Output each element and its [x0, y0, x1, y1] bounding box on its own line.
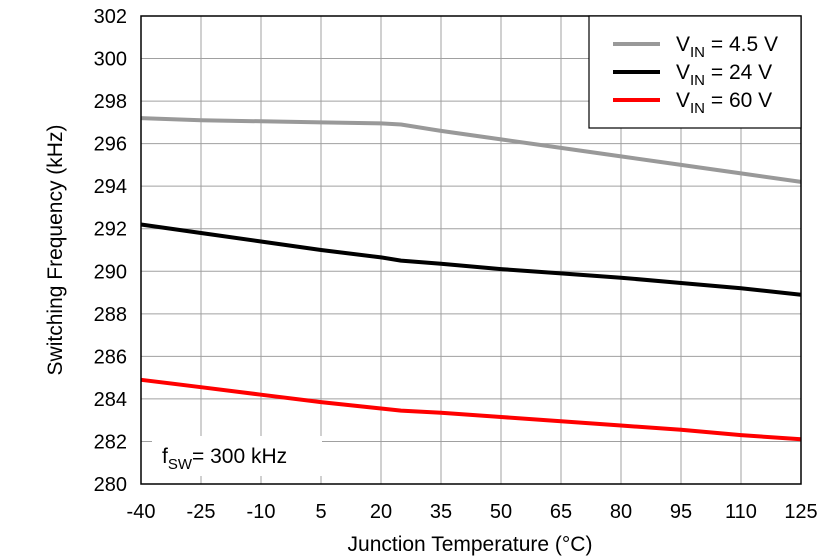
y-tick-label: 294 [94, 176, 127, 198]
x-tick-label: 110 [725, 501, 757, 523]
series-line-1 [140, 116, 802, 184]
x-tick-label: -10 [247, 501, 276, 523]
annotation-sub: SW [168, 456, 193, 473]
x-tick-labels: -40 -25 -10 5 20 35 50 65 80 95 110 125 [127, 501, 818, 523]
legend-label-1: VIN = 4.5 V [676, 33, 778, 61]
x-tick-label: 50 [490, 501, 512, 523]
x-tick-label: 20 [370, 501, 392, 523]
y-tick-label: 280 [94, 474, 127, 496]
y-axis-label: Switching Frequency (kHz) [44, 125, 67, 376]
y-tick-label: 290 [94, 261, 127, 283]
x-tick-label: -40 [127, 501, 156, 523]
annotation-background [152, 436, 322, 476]
annotation-main: f [162, 445, 168, 468]
y-tick-label: 292 [94, 219, 127, 241]
x-tick-label: 95 [670, 501, 692, 523]
x-tick-label: 80 [610, 501, 632, 523]
y-tick-label: 300 [94, 49, 127, 71]
series-line-3 [140, 377, 802, 442]
y-tick-label: 286 [94, 346, 127, 368]
y-tick-label: 296 [94, 134, 127, 156]
y-tick-labels: 280 282 284 286 288 290 292 294 296 298 300 302 [94, 6, 127, 496]
y-tick-label: 298 [94, 91, 127, 113]
y-tick-label: 282 [94, 431, 127, 453]
y-tick-label: 302 [94, 6, 127, 28]
legend-label-3: VIN = 60 V [676, 89, 772, 117]
x-tick-label: 5 [315, 501, 326, 523]
x-tick-label: 65 [550, 501, 572, 523]
series-lines [140, 116, 802, 442]
x-tick-label: -25 [187, 501, 216, 523]
plot-frame [140, 15, 802, 485]
series-line-2 [140, 222, 802, 297]
fsw-annotation: fSW= 300 kHz [152, 436, 322, 476]
x-tick-label: 125 [784, 501, 817, 523]
legend-label-2: VIN = 24 V [676, 61, 772, 89]
annotation-rest: = 300 kHz [192, 445, 287, 468]
y-tick-label: 288 [94, 304, 127, 326]
x-axis-label: Junction Temperature (°C) [348, 533, 593, 556]
y-tick-label: 284 [94, 389, 127, 411]
fsw-annotation-text: fSW= 300 kHz [162, 445, 287, 473]
x-tick-label: 35 [430, 501, 452, 523]
